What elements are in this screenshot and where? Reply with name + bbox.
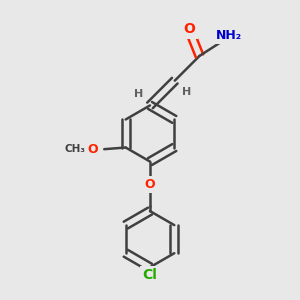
Text: H: H xyxy=(182,87,191,97)
Text: NH₂: NH₂ xyxy=(215,28,242,42)
Text: O: O xyxy=(145,178,155,191)
Text: O: O xyxy=(184,22,196,37)
Text: H: H xyxy=(134,89,143,99)
Text: CH₃: CH₃ xyxy=(64,144,85,154)
Text: O: O xyxy=(87,143,98,156)
Text: Cl: Cl xyxy=(142,268,158,283)
